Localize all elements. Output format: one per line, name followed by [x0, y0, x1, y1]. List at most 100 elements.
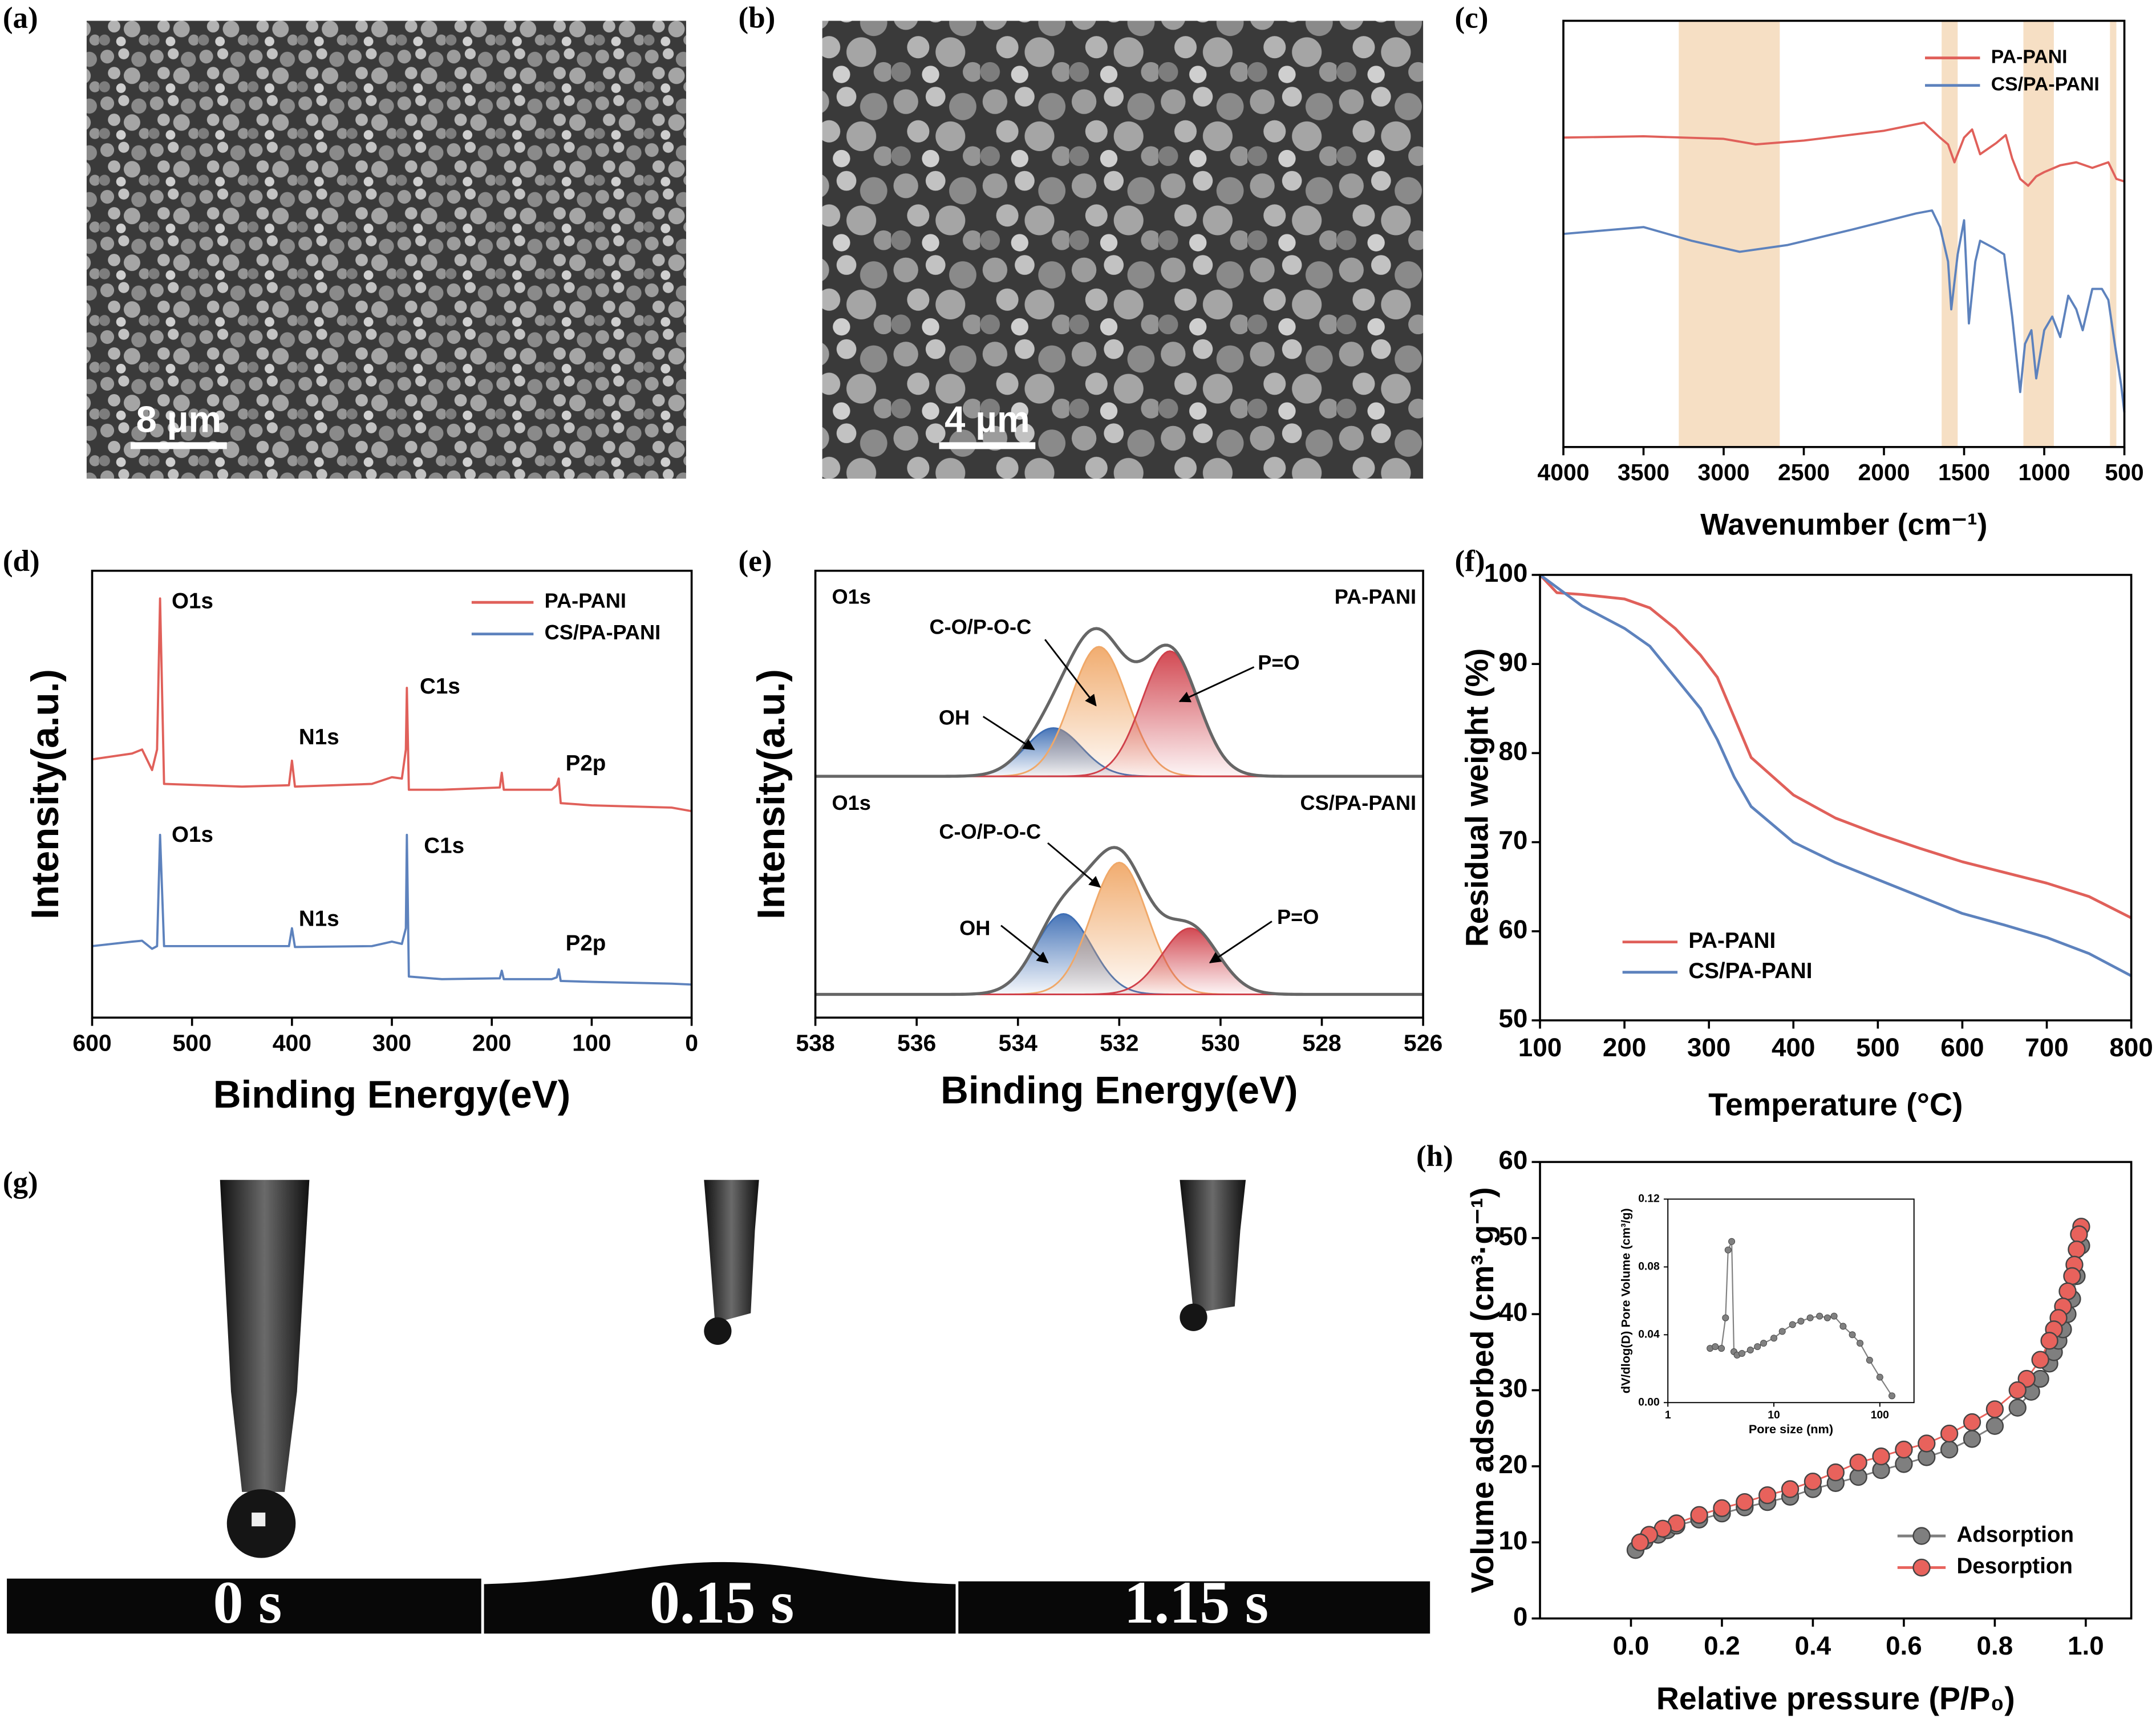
data-line — [1539, 574, 2132, 919]
y-axis-label: Volume adsorbed (cm³·g⁻¹) — [1465, 1187, 1500, 1594]
x-axis-label: Binding Energy(eV) — [941, 1069, 1298, 1112]
x-tick-label: 536 — [897, 1029, 936, 1056]
data-point — [1713, 1499, 1731, 1517]
data-point — [1816, 1312, 1823, 1320]
x-tick-label: 500 — [2105, 459, 2143, 485]
plot-frame — [814, 569, 1424, 1019]
data-point — [1718, 1345, 1725, 1352]
data-point — [1940, 1440, 1959, 1459]
data-point — [1789, 1321, 1796, 1328]
x-tick-label: 1500 — [1938, 459, 1990, 485]
peak-label: P2p — [566, 931, 606, 956]
x-tick-label: 0 — [685, 1029, 698, 1056]
x-tick-label: 538 — [796, 1029, 834, 1056]
plot-frame — [1539, 574, 2133, 1021]
y-tick-label: 60 — [1498, 915, 1527, 944]
x-tick-label: 526 — [1404, 1029, 1442, 1056]
x-axis-label: Relative pressure (P/P₀) — [1656, 1681, 2015, 1716]
needle — [1180, 1179, 1246, 1313]
plot-frame — [1539, 1161, 2133, 1620]
substrate — [958, 1581, 1430, 1634]
needle — [220, 1179, 310, 1492]
data-point — [1690, 1506, 1708, 1524]
spectrum-name: PA-PANI — [1335, 585, 1416, 609]
substrate — [7, 1578, 481, 1634]
needle — [704, 1179, 759, 1323]
panel-label: (b) — [739, 2, 776, 35]
x-axis-label: Pore size (nm) — [1749, 1422, 1833, 1436]
peak-label: P=O — [1258, 651, 1299, 674]
legend-label: CS/PA-PANI — [1991, 74, 2100, 95]
data-point — [2008, 1398, 2027, 1417]
x-tick-label: 3000 — [1697, 459, 1749, 485]
x-axis-label: Wavenumber (cm⁻¹) — [1700, 508, 1987, 542]
time-label: 0 s — [213, 1568, 282, 1636]
data-line — [1539, 574, 2132, 978]
contact-angle-frame: 0.15 s — [484, 1179, 956, 1636]
legend-label: PA-PANI — [1688, 929, 1776, 953]
data-point — [2008, 1381, 2027, 1400]
chart-panel: 100 200 300 400 500 600 700 800 50 60 70 80 90 100 Tem… — [1460, 558, 2153, 1122]
time-label: 0.15 s — [650, 1568, 794, 1636]
data-point — [1804, 1472, 1822, 1491]
x-axis-label: Temperature (°C) — [1708, 1087, 1963, 1122]
x-tick-label: 0.4 — [1795, 1631, 1831, 1660]
x-tick-label: 3500 — [1618, 459, 1669, 485]
peak-arrow — [1047, 842, 1101, 888]
peak-label: N1s — [299, 906, 339, 931]
data-point — [1770, 1335, 1778, 1342]
x-tick-label: 100 — [1518, 1033, 1562, 1062]
plot-frame — [1562, 19, 2126, 448]
fit-envelope — [815, 846, 1424, 996]
x-tick-label: 4000 — [1537, 459, 1589, 485]
y-tick-label: 80 — [1498, 737, 1527, 766]
y-tick-label: 50 — [1498, 1222, 1527, 1251]
chart-panel: 600 500 400 300 200 100 0 Binding Energy(eV) Int… — [24, 569, 698, 1116]
x-tick-label: 0.6 — [1886, 1631, 1922, 1660]
y-tick-label: 20 — [1498, 1450, 1527, 1479]
y-tick-label: 70 — [1498, 826, 1527, 855]
scale-bar-label: 8 µm — [136, 399, 222, 440]
data-point — [1781, 1480, 1800, 1498]
peak-label: C-O/P-O-C — [939, 820, 1041, 844]
data-point — [1876, 1373, 1883, 1381]
panel-label: (e) — [739, 545, 772, 578]
sem-image — [86, 21, 686, 479]
legend-label: Adsorption — [1956, 1522, 2074, 1547]
y-tick-label: 0.04 — [1638, 1328, 1660, 1340]
x-tick-label: 1 — [1665, 1409, 1671, 1421]
data-point — [1849, 1331, 1856, 1339]
legend-label: CS/PA-PANI — [545, 621, 661, 644]
data-point — [1940, 1424, 1959, 1443]
x-tick-label: 400 — [273, 1029, 311, 1056]
peak-label: C1s — [424, 833, 464, 858]
data-point — [1738, 1350, 1746, 1357]
plot-frame — [91, 569, 693, 1019]
peak-arrow — [1178, 666, 1255, 703]
highlight-band — [1679, 21, 1780, 447]
x-tick-label: 534 — [999, 1029, 1038, 1056]
data-point — [2063, 1267, 2081, 1286]
peak-label: P2p — [566, 751, 606, 776]
y-axis-label: dV/dlog(D) Pore Volume (cm³/g) — [1619, 1208, 1633, 1393]
data-point — [1918, 1434, 1936, 1453]
peak-label: O1s — [172, 822, 213, 847]
x-tick-label: 528 — [1302, 1029, 1341, 1056]
data-point — [1760, 1340, 1768, 1347]
highlight-band — [2023, 21, 2054, 447]
x-tick-label: 2000 — [1858, 459, 1910, 485]
data-point — [1778, 1328, 1786, 1335]
legend-label: PA-PANI — [545, 589, 626, 613]
x-tick-label: 1.0 — [2068, 1631, 2104, 1660]
data-point — [1746, 1347, 1754, 1354]
peak-label: O1s — [172, 589, 213, 613]
droplet — [1180, 1303, 1207, 1331]
x-tick-label: 200 — [1603, 1033, 1646, 1062]
y-tick-label: 40 — [1498, 1298, 1527, 1327]
y-tick-label: 0 — [1513, 1602, 1527, 1631]
data-point — [1826, 1463, 1845, 1482]
peak-label: N1s — [299, 725, 339, 749]
x-tick-label: 0.0 — [1613, 1631, 1650, 1660]
data-point — [1712, 1343, 1719, 1351]
